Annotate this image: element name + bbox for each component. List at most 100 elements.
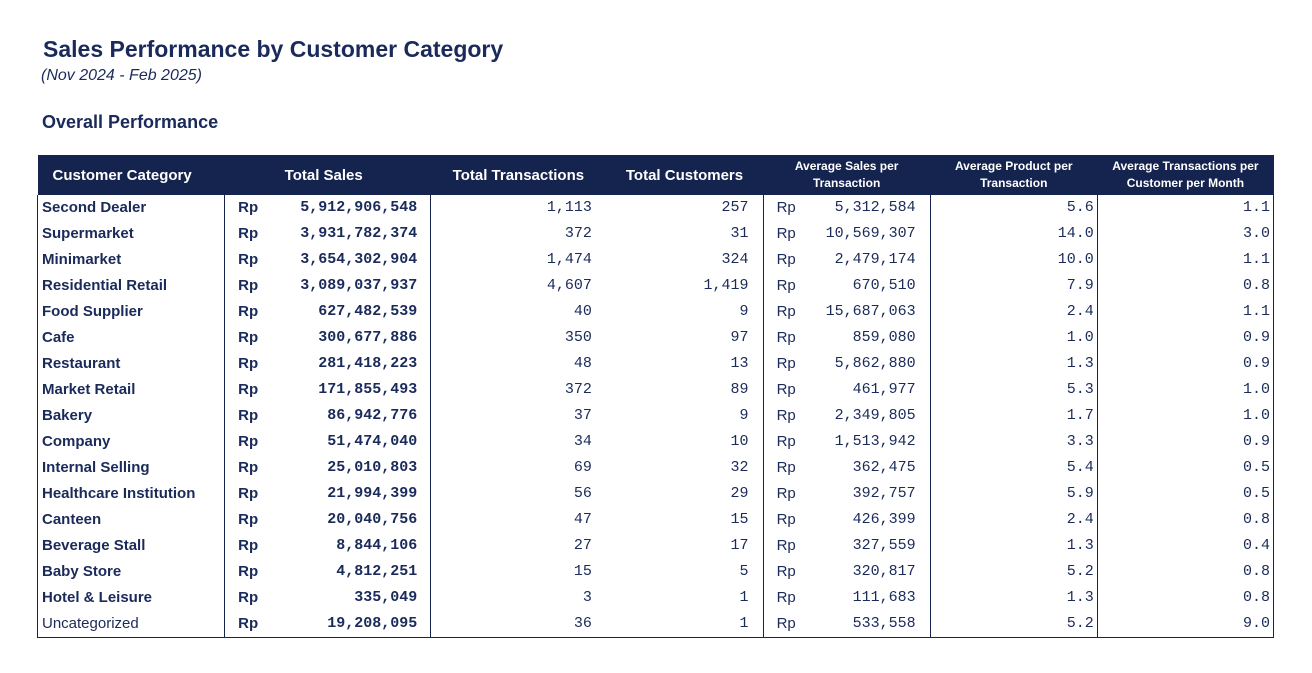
cell-average-sales: 362,475 [810, 455, 931, 481]
cell-average-sales: 533,558 [810, 611, 931, 638]
cell-average-sales-currency: Rp [776, 459, 796, 476]
cell-average-product: 14.0 [930, 221, 1098, 247]
cell-total-sales: 4,812,251 [272, 559, 432, 585]
page-subtitle: (Nov 2024 - Feb 2025) [41, 67, 202, 84]
cell-total-customers: 31 [605, 221, 764, 247]
cell-average-sales-currency: Rp [776, 589, 796, 606]
cell-total-sales-currency: Rp [238, 277, 259, 294]
cell-total-customers: 15 [605, 507, 764, 533]
cell-total-customers: 10 [605, 429, 764, 455]
header-average-transactions-line1: Average Transactions per [1112, 159, 1259, 173]
cell-total-sales: 3,931,782,374 [272, 221, 432, 247]
cell-total-sales-currency: Rp [238, 459, 259, 476]
cell-average-sales-currency: Rp [776, 251, 796, 268]
cell-total-sales: 300,677,886 [272, 325, 432, 351]
cell-average-sales-currency: Rp [776, 381, 796, 398]
cell-average-sales: 2,479,174 [810, 247, 931, 273]
cell-average-transactions: 0.5 [1097, 455, 1275, 481]
cell-average-sales: 426,399 [810, 507, 931, 533]
cell-total-transactions: 1,474 [546, 251, 592, 268]
cell-total-sales: 3,089,037,937 [272, 273, 432, 299]
cell-total-sales-currency: Rp [238, 199, 259, 216]
cell-total-customers: 1,419 [605, 273, 764, 299]
cell-category: Market Retail [36, 377, 226, 403]
section-title: Overall Performance [42, 112, 219, 132]
cell-average-product: 7.9 [930, 273, 1098, 299]
cell-total-sales: 335,049 [272, 585, 432, 611]
cell-total-transactions: 372 [564, 381, 592, 398]
cell-total-sales-currency: Rp [238, 251, 259, 268]
cell-total-sales-currency: Rp [224, 611, 273, 638]
cell-average-product: 3.3 [930, 429, 1098, 455]
table-row: Cafe Rp 300,677,886 350 97 Rp 859,080 1.0 0.9 [36, 325, 1275, 351]
table-row: Healthcare Institution Rp 21,994,399 56 29 Rp… [36, 481, 1275, 507]
table-header-row: Customer Category Total Sales Total Tran… [37, 155, 1274, 195]
cell-average-transactions: 0.9 [1097, 429, 1275, 455]
table-row: Restaurant Rp 281,418,223 48 13 Rp 5,862,880 1.… [36, 351, 1275, 377]
cell-total-sales: 25,010,803 [272, 455, 432, 481]
header-average-product: Average Product per Transaction [930, 155, 1098, 195]
cell-average-transactions: 0.5 [1097, 481, 1275, 507]
cell-average-sales-currency: Rp [776, 355, 796, 372]
cell-total-sales: 627,482,539 [272, 299, 432, 325]
cell-category: Uncategorized [36, 611, 226, 638]
table-row: Company Rp 51,474,040 34 10 Rp 1,513,942 3.3 0.9 [36, 429, 1275, 455]
cell-total-sales: 8,844,106 [272, 533, 432, 559]
cell-average-transactions: 1.1 [1097, 195, 1275, 221]
table-row: Bakery Rp 86,942,776 37 9 Rp 2,349,805 1.7 1.0 [36, 403, 1275, 429]
cell-total-transactions: 69 [573, 459, 592, 476]
cell-total-sales-currency: Rp [238, 589, 259, 606]
cell-category: Restaurant [36, 351, 226, 377]
cell-category: Residential Retail [36, 273, 226, 299]
table-row: Residential Retail Rp 3,089,037,937 4,607 1,… [36, 273, 1275, 299]
cell-total-sales-currency: Rp [238, 563, 259, 580]
cell-total-customers: 324 [605, 247, 764, 273]
cell-category: Baby Store [36, 559, 226, 585]
cell-total-transactions: 15 [573, 563, 592, 580]
cell-total-customers: 97 [605, 325, 764, 351]
cell-total-transactions: 3 [582, 589, 592, 606]
cell-category: Minimarket [36, 247, 226, 273]
cell-average-transactions: 0.8 [1097, 559, 1275, 585]
page-title: Sales Performance by Customer Category [43, 36, 504, 62]
cell-category: Supermarket [36, 221, 226, 247]
cell-total-transactions: 48 [573, 355, 592, 372]
cell-total-sales-currency: Rp [238, 537, 259, 554]
performance-table: Customer Category Total Sales Total Tran… [36, 155, 1275, 638]
cell-category: Cafe [36, 325, 226, 351]
cell-category: Beverage Stall [36, 533, 226, 559]
cell-category: Second Dealer [36, 195, 226, 221]
cell-average-sales-currency: Rp [776, 511, 796, 528]
cell-total-sales: 19,208,095 [272, 611, 432, 638]
cell-total-customers: 89 [605, 377, 764, 403]
cell-total-customers: 17 [605, 533, 764, 559]
cell-total-customers: 9 [605, 403, 764, 429]
cell-average-sales-currency: Rp [776, 329, 796, 346]
table-row: Food Supplier Rp 627,482,539 40 9 Rp 15,687,06… [36, 299, 1275, 325]
cell-average-transactions: 0.9 [1097, 325, 1275, 351]
cell-average-sales: 15,687,063 [810, 299, 931, 325]
cell-total-transactions: 34 [573, 433, 592, 450]
cell-total-sales: 281,418,223 [272, 351, 432, 377]
header-total-transactions: Total Transactions [430, 155, 606, 195]
cell-average-product: 5.2 [930, 559, 1098, 585]
cell-total-sales-currency: Rp [238, 511, 259, 528]
cell-average-product: 5.4 [930, 455, 1098, 481]
cell-average-transactions: 0.4 [1097, 533, 1275, 559]
cell-total-sales: 51,474,040 [272, 429, 432, 455]
cell-average-sales-currency: Rp [776, 485, 796, 502]
cell-category: Hotel & Leisure [36, 585, 226, 611]
cell-total-sales-currency: Rp [238, 407, 259, 424]
cell-total-customers: 5 [605, 559, 764, 585]
cell-average-sales: 5,312,584 [810, 195, 931, 221]
cell-total-transactions: 1,113 [546, 199, 592, 216]
cell-average-sales-currency: Rp [776, 303, 796, 320]
header-average-sales-line2: Transaction [812, 176, 881, 190]
cell-average-product: 10.0 [930, 247, 1098, 273]
cell-average-transactions: 0.8 [1097, 273, 1275, 299]
cell-average-sales: 670,510 [810, 273, 931, 299]
cell-total-customers: 32 [605, 455, 764, 481]
table-row: Second Dealer Rp 5,912,906,548 1,113 257 Rp 5,… [36, 195, 1275, 221]
cell-average-sales-currency: Rp [776, 563, 796, 580]
cell-average-sales: 1,513,942 [810, 429, 931, 455]
